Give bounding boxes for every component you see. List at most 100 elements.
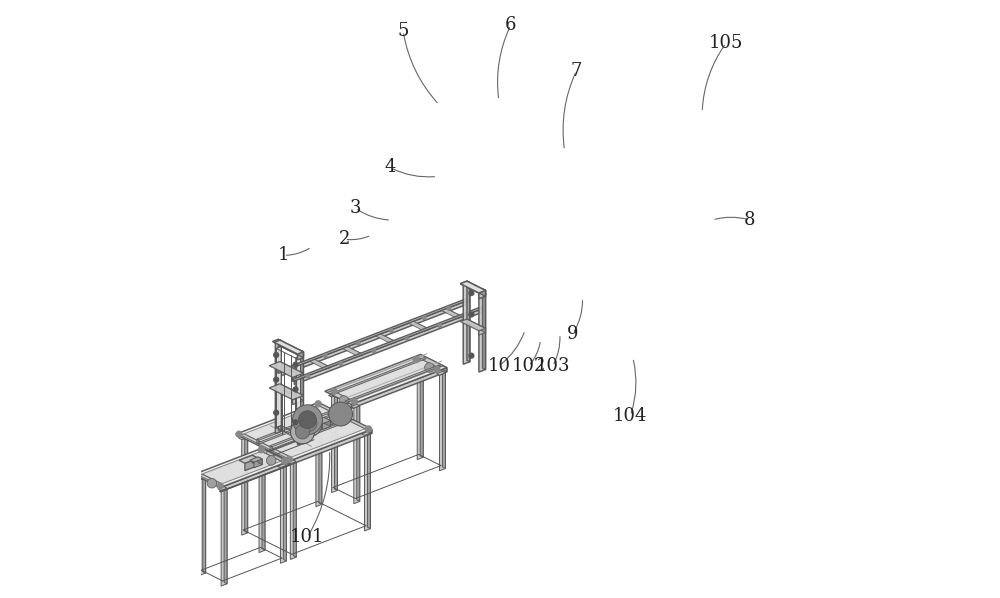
Polygon shape (439, 373, 445, 471)
Polygon shape (292, 307, 484, 381)
Polygon shape (277, 464, 286, 468)
Polygon shape (270, 419, 353, 451)
Polygon shape (280, 362, 303, 377)
Polygon shape (467, 319, 485, 332)
Circle shape (463, 314, 466, 318)
Polygon shape (280, 384, 303, 401)
Text: 10: 10 (487, 357, 510, 375)
Polygon shape (250, 457, 262, 462)
Circle shape (405, 337, 409, 340)
Polygon shape (293, 395, 303, 405)
Polygon shape (224, 487, 227, 584)
Circle shape (236, 431, 242, 437)
Circle shape (413, 356, 419, 362)
Polygon shape (316, 409, 322, 507)
Polygon shape (270, 446, 272, 451)
Polygon shape (269, 362, 303, 377)
Polygon shape (262, 453, 265, 550)
Polygon shape (351, 404, 360, 408)
Circle shape (301, 416, 317, 431)
Polygon shape (296, 356, 300, 437)
Polygon shape (298, 352, 303, 360)
Circle shape (389, 329, 393, 332)
Circle shape (315, 401, 321, 407)
Polygon shape (276, 346, 281, 428)
Polygon shape (463, 283, 470, 364)
Polygon shape (481, 307, 484, 312)
Polygon shape (283, 464, 286, 561)
Polygon shape (257, 408, 340, 440)
Polygon shape (239, 455, 258, 463)
Circle shape (339, 396, 349, 405)
Polygon shape (270, 414, 353, 447)
Polygon shape (220, 461, 289, 492)
Circle shape (356, 341, 360, 345)
Polygon shape (257, 439, 259, 444)
Circle shape (339, 362, 343, 365)
Circle shape (469, 312, 474, 317)
Polygon shape (276, 299, 468, 373)
Circle shape (329, 402, 353, 426)
Circle shape (274, 377, 279, 382)
Polygon shape (479, 291, 485, 372)
Circle shape (295, 425, 310, 439)
Circle shape (194, 471, 200, 477)
Polygon shape (460, 319, 485, 331)
Polygon shape (272, 339, 281, 343)
Polygon shape (479, 291, 485, 299)
Polygon shape (354, 406, 360, 504)
Polygon shape (245, 458, 258, 471)
Circle shape (293, 420, 298, 425)
Polygon shape (418, 356, 443, 368)
Polygon shape (330, 358, 426, 395)
Polygon shape (321, 418, 326, 428)
Polygon shape (457, 316, 462, 321)
Circle shape (296, 410, 322, 437)
Polygon shape (218, 487, 227, 490)
Polygon shape (328, 407, 350, 416)
Circle shape (291, 420, 315, 444)
Polygon shape (278, 339, 281, 431)
Polygon shape (392, 342, 396, 346)
Polygon shape (279, 300, 468, 377)
Circle shape (290, 367, 294, 370)
Polygon shape (318, 402, 372, 434)
Circle shape (323, 354, 327, 358)
Polygon shape (325, 355, 447, 404)
Polygon shape (258, 457, 262, 465)
Text: 5: 5 (397, 22, 409, 40)
Text: 4: 4 (384, 158, 396, 176)
Polygon shape (347, 407, 350, 417)
Circle shape (422, 316, 426, 319)
Circle shape (281, 458, 287, 464)
Polygon shape (298, 352, 303, 445)
Circle shape (372, 349, 376, 353)
Polygon shape (300, 350, 303, 443)
Polygon shape (476, 289, 485, 293)
Polygon shape (324, 417, 331, 426)
Polygon shape (332, 358, 439, 401)
Text: 104: 104 (613, 407, 648, 425)
Polygon shape (275, 341, 281, 434)
Polygon shape (274, 340, 303, 354)
Polygon shape (289, 429, 372, 465)
Polygon shape (332, 395, 337, 493)
Polygon shape (365, 433, 370, 531)
Circle shape (274, 410, 279, 415)
Polygon shape (309, 413, 319, 428)
Polygon shape (293, 460, 296, 557)
Circle shape (365, 426, 371, 432)
Polygon shape (420, 360, 423, 457)
Text: 7: 7 (571, 62, 582, 80)
Circle shape (469, 291, 474, 295)
Polygon shape (460, 281, 470, 285)
Polygon shape (307, 358, 331, 369)
Polygon shape (239, 436, 248, 440)
Text: 3: 3 (350, 199, 361, 217)
Polygon shape (411, 320, 429, 332)
Circle shape (469, 353, 474, 358)
Circle shape (286, 456, 292, 462)
Circle shape (425, 363, 434, 373)
Polygon shape (197, 476, 206, 480)
Polygon shape (340, 346, 364, 356)
